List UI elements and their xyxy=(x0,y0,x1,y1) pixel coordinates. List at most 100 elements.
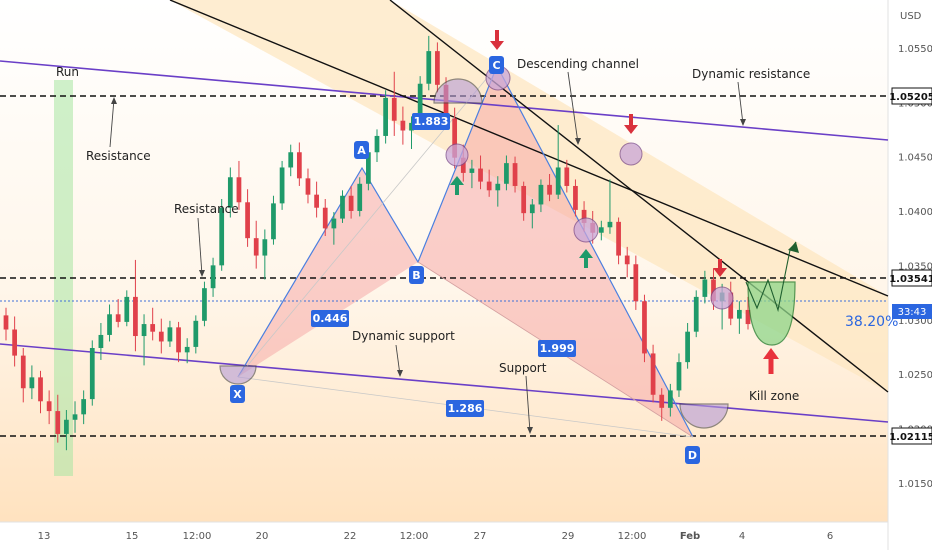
candle-body xyxy=(262,239,268,256)
candle-body xyxy=(3,315,9,330)
time-tick-label: Feb xyxy=(680,531,700,542)
candle-body xyxy=(357,183,363,211)
candle-body xyxy=(365,152,371,184)
candle-body xyxy=(115,314,121,322)
down-arrow-retest xyxy=(713,259,727,277)
ratio-1883-text: 1.883 xyxy=(414,115,449,128)
point-b: B xyxy=(409,266,424,284)
time-tick-label: 13 xyxy=(38,531,51,542)
candle-body xyxy=(124,296,130,322)
candle-body xyxy=(555,167,561,195)
candle-body xyxy=(176,327,181,353)
candle-body xyxy=(581,209,587,223)
point-a-text: A xyxy=(357,144,366,157)
candle-body xyxy=(676,362,682,391)
candle-body xyxy=(564,167,570,186)
time-tick-label: 22 xyxy=(344,531,357,542)
time-axis-panel xyxy=(0,522,888,550)
down-arrow-right xyxy=(624,114,638,134)
time-tick-label: 29 xyxy=(562,531,575,542)
candle-body xyxy=(271,203,276,240)
annotation-dynamic-resistance: Dynamic resistance xyxy=(692,67,810,81)
candle-body xyxy=(296,152,302,179)
candle-body xyxy=(521,185,527,214)
candle-body xyxy=(426,51,432,84)
pivot-dome-c-left xyxy=(433,78,483,104)
price-tick-label: 1.03500 xyxy=(898,261,932,272)
pointer-dyn-resistance xyxy=(737,81,744,125)
candle-body xyxy=(685,331,690,363)
candle-body xyxy=(245,202,250,239)
candle-body xyxy=(331,218,337,229)
candle-body xyxy=(236,177,242,203)
pointer-resistance-lower-head xyxy=(199,270,205,277)
pointer-support xyxy=(525,375,531,433)
annotation-descending-channel: Descending channel xyxy=(517,57,639,71)
time-tick-label: 20 xyxy=(256,531,269,542)
candle-body xyxy=(495,183,501,191)
ratio-1999-text: 1.999 xyxy=(540,342,575,355)
countdown-text: 33:43 xyxy=(898,307,927,318)
down-arrow-c xyxy=(490,30,504,50)
point-c-text: C xyxy=(492,59,500,72)
point-b-text: B xyxy=(412,269,420,282)
time-tick-label: 12:00 xyxy=(400,531,429,542)
candle-body xyxy=(616,221,621,256)
price-tag-top-text: 1.05205 xyxy=(889,92,932,103)
candle-body xyxy=(98,334,104,348)
annotation-support: Support xyxy=(499,361,547,375)
fib-level-label: 38.20% xyxy=(845,314,898,330)
countdown-tag: 33:43 xyxy=(892,304,932,319)
candle-body xyxy=(745,309,751,325)
candle-body xyxy=(633,264,639,302)
candle-body xyxy=(184,346,190,353)
touch-circle-mid xyxy=(445,143,469,167)
candle-body xyxy=(529,204,535,214)
point-x-text: X xyxy=(233,388,242,401)
candle-body xyxy=(12,329,18,356)
candle-body xyxy=(659,394,665,408)
candle-body xyxy=(642,301,647,354)
point-d: D xyxy=(685,446,700,464)
candle-body xyxy=(573,185,578,210)
candle-body xyxy=(538,184,544,205)
channel-lower-line xyxy=(389,0,889,393)
pointer-dyn-support-head xyxy=(397,370,403,377)
candle-body xyxy=(253,238,259,256)
annotation-run: Run xyxy=(56,65,79,79)
candle-body xyxy=(452,118,458,158)
touch-circle-right xyxy=(619,142,643,166)
point-d-text: D xyxy=(688,449,697,462)
candle-body xyxy=(305,178,311,195)
candle-body xyxy=(383,97,389,136)
candle-body xyxy=(29,377,35,389)
pointer-channel-head xyxy=(575,138,581,145)
ratio-badge-1286: 1.286 xyxy=(446,400,484,417)
candle-body xyxy=(667,390,673,408)
ratio-badge-1883: 1.883 xyxy=(412,113,450,130)
candle-body xyxy=(374,135,380,153)
price-tick-label: 1.04500 xyxy=(898,153,932,164)
pointer-resistance-upper-head xyxy=(111,97,117,104)
up-arrow-mid xyxy=(450,176,464,195)
time-tick-label: 12:00 xyxy=(618,531,647,542)
candle-body xyxy=(728,292,734,319)
candle-body xyxy=(417,83,423,123)
pointer-dyn-resistance-head xyxy=(740,119,746,126)
annotation-resistance-upper: Resistance xyxy=(86,149,151,163)
candle-body xyxy=(314,194,319,208)
ratio-0446-text: 0.446 xyxy=(313,312,348,325)
candle-body xyxy=(64,419,69,434)
candle-body xyxy=(469,168,475,173)
candle-body xyxy=(400,120,406,131)
candle-body xyxy=(624,255,630,265)
candle-body xyxy=(650,353,656,395)
time-axis-ticks: 13 15 12:00 20 22 12:00 27 29 12:00 Feb 4 6 xyxy=(38,531,834,542)
candle-body xyxy=(504,163,509,184)
price-tick-label: 1.04000 xyxy=(898,207,932,218)
candle-body xyxy=(598,227,604,233)
candle-body xyxy=(227,177,233,208)
candle-body xyxy=(322,207,328,229)
time-tick-label: 4 xyxy=(739,531,745,542)
